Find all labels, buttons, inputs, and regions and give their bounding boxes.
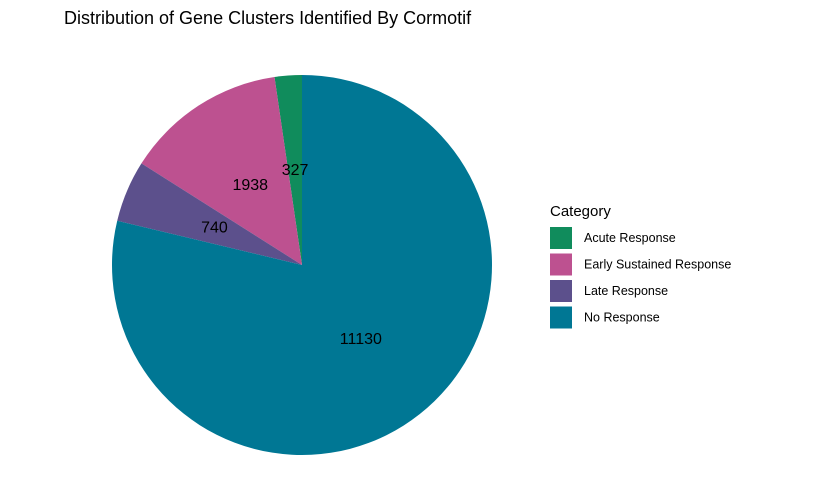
chart-title: Distribution of Gene Clusters Identified… [64,8,472,28]
legend-label: Late Response [584,284,668,298]
legend-label: Acute Response [584,231,676,245]
pie-data-label: 1938 [232,177,268,194]
pie-slice-late-response [117,163,302,265]
legend-swatch [550,306,572,329]
legend: Acute Response Early Sustained Response La… [550,227,731,329]
legend-swatch [550,253,572,276]
legend-label: Early Sustained Response [584,258,731,272]
legend-swatch [550,280,572,302]
legend-label: No Response [584,311,660,325]
legend-title: Category [550,203,611,220]
pie-slices [112,75,493,455]
pie-data-labels: 327 1938 740 11130 [201,162,382,348]
pie-slice-early-sustained-response [141,77,302,265]
pie-slice-no-response [112,75,493,455]
pie-slice-acute-response [274,75,302,265]
pie-data-label: 327 [282,162,309,179]
legend-swatch [550,227,572,249]
pie-data-label: 11130 [340,331,382,348]
pie-data-label: 740 [201,220,228,237]
